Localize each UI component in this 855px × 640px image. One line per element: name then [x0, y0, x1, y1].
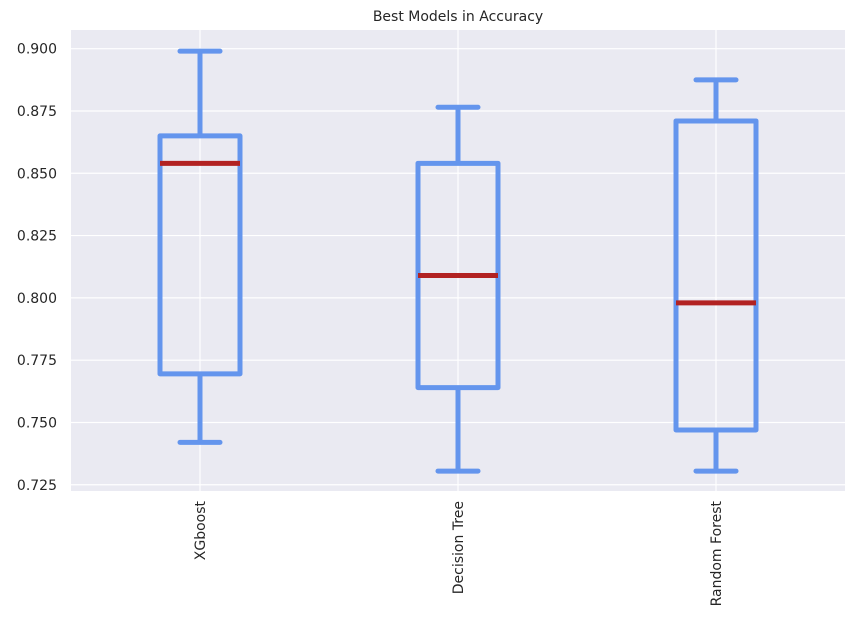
box-group-decision-tree	[415, 104, 501, 474]
chart-title: Best Models in Accuracy	[373, 9, 543, 25]
iqr-box	[157, 133, 243, 377]
y-tick-label: 0.775	[17, 353, 57, 369]
x-axis-ticks: XGboost Decision Tree Random Forest	[193, 500, 725, 606]
x-tick-label: XGboost	[193, 500, 209, 560]
box-group-random-forest	[673, 77, 759, 474]
y-tick-label: 0.850	[17, 166, 57, 182]
y-tick-label: 0.750	[17, 415, 57, 431]
y-tick-label: 0.900	[17, 42, 57, 58]
y-tick-label: 0.725	[17, 478, 57, 494]
box-group-xgboost	[157, 48, 243, 445]
x-tick-label: Decision Tree	[451, 501, 467, 594]
x-tick-label: Random Forest	[709, 501, 725, 607]
y-tick-label: 0.800	[17, 291, 57, 307]
y-tick-label: 0.825	[17, 229, 57, 245]
y-axis-ticks: 0.725 0.750 0.775 0.800 0.825 0.850 0.875 0.900	[17, 42, 57, 494]
y-tick-label: 0.875	[17, 104, 57, 120]
iqr-box	[673, 118, 759, 433]
box-layer	[157, 48, 759, 474]
